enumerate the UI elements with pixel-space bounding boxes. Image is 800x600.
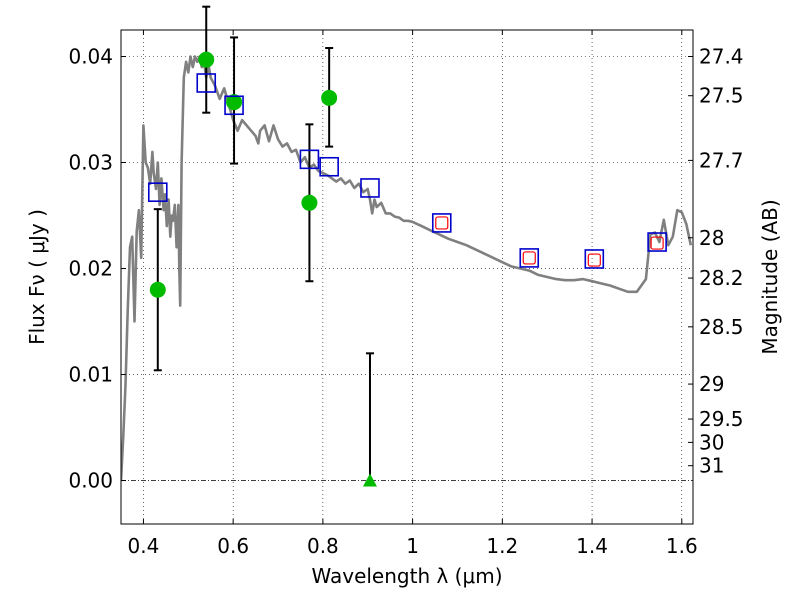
model-sed-line	[121, 55, 693, 481]
marker-layer	[147, 5, 667, 487]
model-photometry-point	[584, 249, 605, 269]
mag-tick-label-4: 28.2	[699, 266, 744, 290]
x-tick-label-4: 1.2	[486, 534, 518, 558]
x-axis-label: Wavelength λ (μm)	[311, 564, 502, 588]
x-tick-label-1: 0.6	[217, 534, 249, 558]
observed-point	[226, 94, 243, 111]
observed-point	[149, 281, 166, 298]
y-axis-right-label: Magnitude (AB)	[758, 199, 782, 354]
model-photometry-point	[319, 156, 339, 177]
y-axis-label: Flux Fν ( μJy )	[25, 209, 49, 345]
model-photometry-point	[196, 73, 217, 93]
x-tick-label-0: 0.4	[128, 534, 160, 558]
data-layer	[121, 55, 693, 481]
ticks: 0.4 0.6 0.8 1 1.2 1.4 1.6 0.00 0.01 0.02 0.03 0.04 2…	[68, 30, 744, 558]
model-photometry-point	[224, 95, 244, 116]
observed-point	[321, 89, 338, 106]
model-photometry-point	[647, 232, 667, 252]
nir-inner-marker	[650, 236, 664, 250]
nir-inner-marker	[587, 253, 601, 267]
y-tick-label-1: 0.01	[68, 363, 113, 387]
y-tick-label-0: 0.00	[68, 469, 113, 493]
upper-limit-marker	[362, 473, 377, 487]
mag-tick-label-9: 31	[699, 454, 724, 478]
nir-inner-marker	[435, 216, 449, 230]
model-photometry-point	[519, 248, 540, 268]
model-photometry-point	[147, 182, 168, 202]
mag-tick-label-6: 29	[699, 372, 724, 396]
mag-tick-label-8: 30	[699, 430, 724, 454]
nir-inner-marker	[522, 251, 536, 265]
plot-frame	[120, 29, 694, 525]
mag-tick-label-0: 27.4	[699, 45, 744, 69]
plot-area	[121, 30, 693, 524]
y-tick-label-2: 0.02	[68, 257, 113, 281]
mag-tick-label-1: 27.5	[699, 84, 744, 108]
model-photometry-point	[360, 178, 380, 198]
observed-point	[301, 194, 318, 211]
x-tick-label-3: 1	[406, 534, 419, 558]
mag-tick-label-7: 29.5	[699, 407, 744, 431]
y-tick-label-4: 0.04	[68, 45, 113, 69]
y-tick-label-3: 0.03	[68, 151, 113, 175]
mag-tick-label-3: 28	[699, 226, 724, 250]
x-tick-label-2: 0.8	[307, 534, 339, 558]
model-photometry-point	[299, 149, 320, 170]
mag-tick-label-2: 27.7	[699, 148, 744, 172]
observed-point	[198, 51, 215, 68]
model-photometry-point	[431, 213, 452, 233]
x-tick-label-6: 1.6	[666, 534, 698, 558]
mag-tick-label-5: 28.5	[699, 315, 744, 339]
x-tick-label-5: 1.4	[576, 534, 608, 558]
